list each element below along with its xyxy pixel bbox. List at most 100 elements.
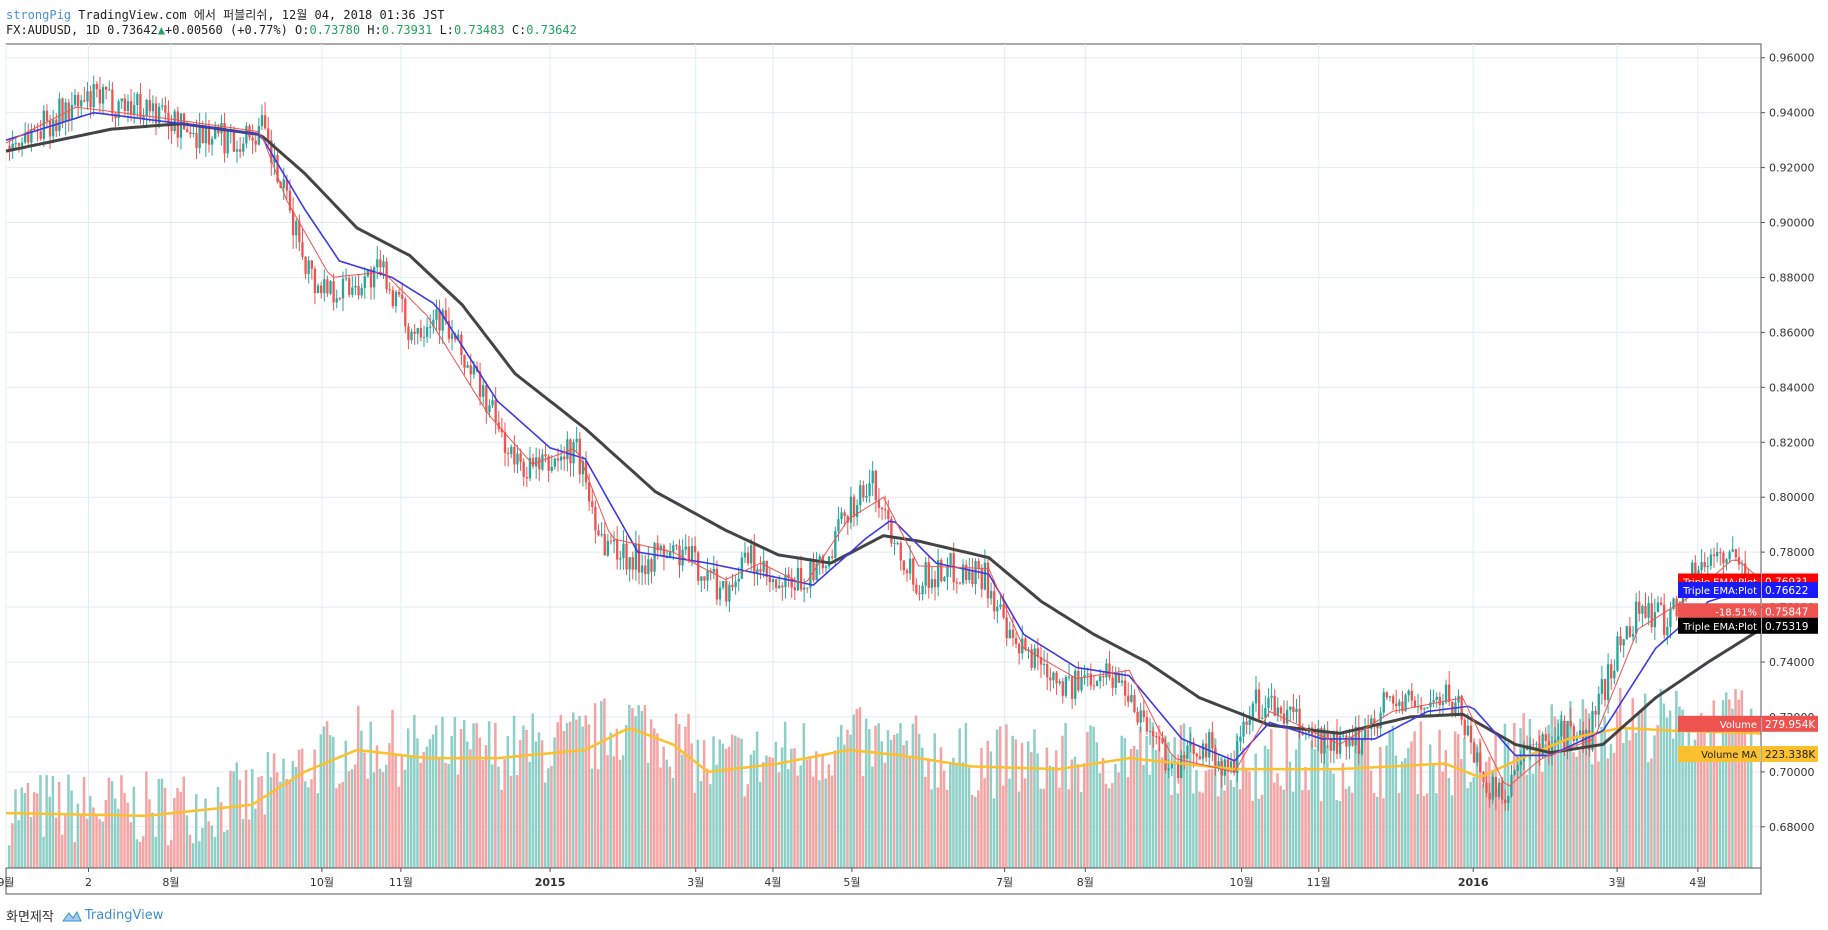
volume-bar (531, 713, 535, 868)
candle-body (1553, 740, 1557, 746)
volume-bar (1341, 763, 1345, 868)
candle-body (416, 328, 419, 334)
volume-bar (1313, 749, 1317, 868)
volume-bar (1126, 776, 1130, 868)
time-axis[interactable]: 9월 2 8월 10월 11월 2015 3월 4월 5월 7월 8월 10월 11월 2016 3월 4월 (0, 867, 1761, 889)
candle-body (1513, 770, 1516, 775)
volume-bar (609, 732, 612, 868)
candle-body (1008, 629, 1011, 639)
volume-bar (886, 730, 890, 868)
volume-bar (646, 762, 650, 868)
volume-bar (768, 756, 771, 868)
price-tick-label: 0.86000 (1769, 326, 1815, 339)
candle-body (463, 354, 466, 368)
volume-bar (1030, 752, 1033, 868)
volume-bar (606, 755, 609, 868)
volume-bar (42, 836, 45, 868)
volume-bar (1026, 741, 1030, 868)
volume-bar (1095, 742, 1099, 868)
volume-bar (765, 755, 768, 868)
volume-bar (60, 834, 64, 868)
candle-body (1716, 551, 1719, 557)
volume-bar (294, 766, 298, 868)
volume-bar (413, 714, 416, 868)
price-tick-label: 0.88000 (1769, 271, 1815, 284)
volume-bar (216, 786, 220, 868)
volume-bar (864, 718, 868, 868)
volume-bar (11, 823, 14, 868)
volume-bar (1039, 788, 1042, 868)
volume-bar (1067, 789, 1070, 868)
volume-bar (1291, 791, 1295, 868)
candle-body (76, 94, 80, 107)
volume-bar (1435, 793, 1438, 868)
volume-bar (995, 729, 999, 868)
author-name[interactable]: strongPig (6, 8, 72, 22)
volume-bar (933, 733, 936, 868)
volume-bar (836, 736, 840, 868)
volume-bar (400, 755, 404, 868)
volume-bar (762, 762, 765, 868)
candle-body (304, 256, 307, 274)
candle-body (1532, 744, 1535, 746)
candle-body (1264, 708, 1267, 718)
candle-body (1052, 672, 1055, 681)
tradingview-brand: TradingView (84, 908, 164, 923)
volume-bar (509, 775, 513, 868)
volume-bar (525, 729, 528, 868)
time-tick-label: 2015 (535, 876, 566, 889)
candle-body (890, 518, 893, 544)
volume-bar (1213, 738, 1217, 868)
candle-body (1563, 720, 1566, 750)
candle-body (186, 129, 189, 133)
candle-body (1204, 743, 1208, 758)
candle-body (862, 485, 865, 498)
candle-body (715, 568, 719, 600)
volume-bar (849, 734, 852, 868)
volume-bar (120, 775, 123, 868)
cloud-icon (61, 910, 82, 921)
volume-bar (603, 698, 606, 868)
volume-bar (1731, 708, 1734, 868)
made-with-label: 화면제작 (6, 910, 54, 925)
volume-bar (519, 740, 522, 868)
candle-body (1395, 703, 1398, 707)
volume-bar (1101, 757, 1105, 868)
volume-bar (892, 734, 896, 868)
price-axis[interactable]: 0.96000 0.94000 0.92000 0.90000 0.88000 0.860… (1760, 44, 1815, 894)
candle-body (849, 496, 853, 523)
candle-body (1591, 710, 1594, 750)
candle-body (703, 576, 706, 581)
candle-body (1435, 696, 1438, 700)
candle-body (89, 91, 92, 108)
volume-bar (628, 704, 631, 868)
candle-body (665, 557, 669, 559)
candle-body (1625, 626, 1628, 640)
candle-body (1557, 736, 1560, 741)
volume-bar (1619, 687, 1622, 868)
volume-bar (185, 815, 189, 868)
volume-bar (456, 774, 460, 868)
volume-bar (656, 733, 659, 868)
candle-body (295, 221, 298, 236)
volume-bar (709, 784, 712, 868)
volume-bar (1687, 732, 1691, 868)
candle-body (360, 287, 363, 296)
volume-bar (796, 775, 799, 868)
volume-bar (163, 787, 167, 868)
candle-body (1064, 677, 1068, 696)
candle-body (469, 365, 472, 375)
candle-body (1606, 664, 1610, 701)
price-label-name-bg (1678, 617, 1761, 634)
volume-bar (712, 736, 715, 868)
volume-bar (818, 780, 821, 868)
volume-bar (1422, 795, 1426, 868)
tradingview-logo[interactable]: TradingView (60, 908, 164, 923)
candle-body (1631, 633, 1635, 637)
time-tick-label: 10월 (1229, 876, 1253, 889)
volume-bar (291, 761, 295, 868)
volume-bar (1285, 726, 1289, 868)
price-tick-label: 0.80000 (1769, 491, 1815, 504)
volume-bar (702, 740, 706, 868)
